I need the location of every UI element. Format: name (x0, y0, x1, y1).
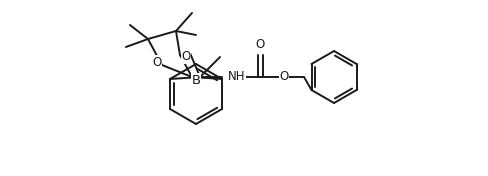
Text: B: B (191, 74, 201, 86)
Text: O: O (152, 55, 162, 68)
Text: NH: NH (228, 70, 245, 83)
Text: O: O (255, 38, 264, 51)
Text: O: O (280, 71, 288, 83)
Text: O: O (182, 51, 191, 64)
